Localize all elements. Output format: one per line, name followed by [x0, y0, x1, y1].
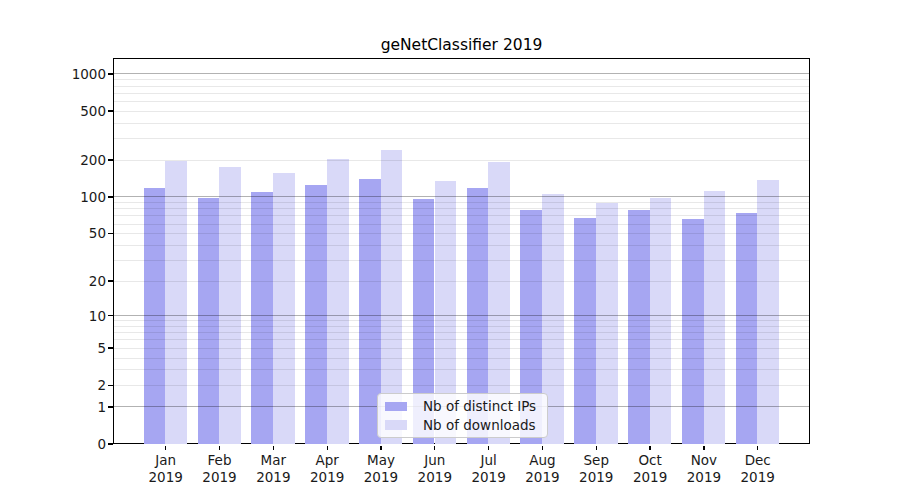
- x-tick-mark-sep: [596, 446, 597, 451]
- y-tick-mark-20: [108, 280, 113, 281]
- x-tick-mark-jun: [434, 446, 435, 451]
- figure: geNetClassifier 2019 1000500200100502010…: [0, 0, 900, 500]
- legend-swatch-downloads: [385, 420, 407, 430]
- y-tick-label-1: 1: [0, 398, 106, 416]
- y-tick-label-10: 10: [0, 307, 106, 325]
- y-tick-label-20: 20: [0, 272, 106, 290]
- y-tick-mark-5: [108, 347, 113, 348]
- x-tick-mark-dec: [757, 446, 758, 451]
- x-tick-mark-jan: [165, 446, 166, 451]
- x-tick-mark-mar: [273, 446, 274, 451]
- legend-label-distinct-ips: Nb of distinct IPs: [423, 398, 536, 414]
- legend-swatch-distinct-ips: [385, 402, 407, 412]
- y-tick-mark-10: [108, 315, 113, 316]
- x-tick-mark-aug: [542, 446, 543, 451]
- y-tick-label-100: 100: [0, 188, 106, 206]
- y-tick-label-200: 200: [0, 151, 106, 169]
- x-tick-mark-apr: [327, 446, 328, 451]
- y-tick-label-500: 500: [0, 102, 106, 120]
- y-tick-label-50: 50: [0, 224, 106, 242]
- y-tick-label-0: 0: [0, 435, 106, 453]
- x-tick-mark-jul: [488, 446, 489, 451]
- legend-item-downloads: Nb of downloads: [385, 416, 541, 435]
- y-tick-label-2: 2: [0, 376, 106, 394]
- x-tick-mark-nov: [703, 446, 704, 451]
- legend: Nb of distinct IPs Nb of downloads: [377, 393, 548, 438]
- y-tick-mark-100: [108, 196, 113, 197]
- y-tick-label-5: 5: [0, 339, 106, 357]
- legend-item-distinct-ips: Nb of distinct IPs: [385, 397, 541, 416]
- y-tick-mark-200: [108, 159, 113, 160]
- legend-label-downloads: Nb of downloads: [423, 417, 536, 433]
- y-tick-mark-1: [108, 406, 113, 407]
- x-tick-mark-oct: [649, 446, 650, 451]
- y-tick-mark-2: [108, 385, 113, 386]
- y-tick-mark-1000: [108, 73, 113, 74]
- y-tick-mark-50: [108, 233, 113, 234]
- y-tick-mark-0: [108, 443, 113, 444]
- x-tick-label-dec: Dec 2019: [726, 452, 790, 486]
- y-tick-label-1000: 1000: [0, 65, 106, 83]
- x-tick-mark-feb: [219, 446, 220, 451]
- y-tick-mark-500: [108, 110, 113, 111]
- x-tick-mark-may: [380, 446, 381, 451]
